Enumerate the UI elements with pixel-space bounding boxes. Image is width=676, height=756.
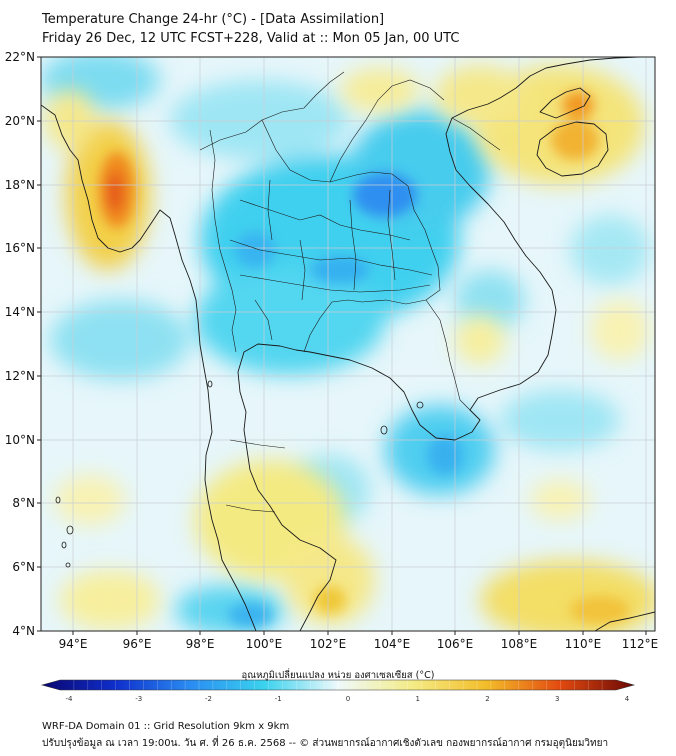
lat-label-14: 14°N — [5, 305, 35, 319]
lon-label-110: 110°E — [565, 637, 602, 651]
colorbar-gradient — [40, 679, 636, 691]
lon-label-106: 106°E — [437, 637, 474, 651]
colorbar-tick-label: 3 — [555, 695, 559, 703]
chart-subtitle: Friday 26 Dec, 12 UTC FCST+228, Valid at… — [42, 31, 460, 46]
lat-label-22: 22°N — [5, 50, 35, 64]
lat-label-8: 8°N — [12, 496, 35, 510]
lon-label-112: 112°E — [622, 637, 659, 651]
footer-update-info: ปรับปรุงข้อมูล ณ เวลา 19:00น. วัน ศ. ที่… — [42, 738, 609, 749]
lat-label-10: 10°N — [5, 433, 35, 447]
coastlines — [41, 57, 655, 631]
lon-label-102: 102°E — [310, 637, 347, 651]
lat-label-18: 18°N — [5, 178, 35, 192]
colorbar-tick-label: 2 — [485, 695, 489, 703]
lat-label-6: 6°N — [12, 560, 35, 574]
colorbar-label: อุณหภูมิเปลี่ยนแปลง หน่วย องศาเซลเซียส (… — [241, 670, 435, 681]
footer-model-info: WRF-DA Domain 01 :: Grid Resolution 9km … — [42, 721, 290, 732]
colorbar-tick-label: 0 — [346, 695, 350, 703]
lon-label-108: 108°E — [501, 637, 538, 651]
latitude-labels: 22°N 20°N 18°N 16°N 14°N 12°N 10°N 8°N 6… — [5, 50, 35, 638]
axis-ticks — [37, 56, 647, 635]
temperature-field — [41, 57, 655, 631]
colorbar: -4 -3 -2 -1 0 1 2 3 4 — [40, 679, 636, 703]
colorbar-tick-label: -1 — [275, 695, 282, 703]
lon-label-98: 98°E — [186, 637, 215, 651]
colorbar-tick-label: -2 — [205, 695, 212, 703]
longitude-labels: 94°E 96°E 98°E 100°E 102°E 104°E 106°E 1… — [59, 637, 659, 651]
islands — [55, 380, 424, 568]
colorbar-tick-label: 4 — [625, 695, 630, 703]
lat-label-16: 16°N — [5, 241, 35, 255]
borders — [199, 71, 501, 513]
map-frame — [40, 56, 656, 632]
lon-label-100: 100°E — [246, 637, 283, 651]
colorbar-tick-label: -3 — [135, 695, 142, 703]
gridlines — [41, 57, 655, 631]
lon-label-94: 94°E — [59, 637, 88, 651]
colorbar-tick-label: 1 — [416, 695, 420, 703]
lat-label-20: 20°N — [5, 114, 35, 128]
lat-label-12: 12°N — [5, 369, 35, 383]
lat-label-4: 4°N — [12, 624, 35, 638]
colorbar-tick-label: -4 — [66, 695, 74, 703]
lon-label-104: 104°E — [374, 637, 411, 651]
chart-title: Temperature Change 24-hr (°C) - [Data As… — [42, 12, 385, 27]
lon-label-96: 96°E — [123, 637, 152, 651]
